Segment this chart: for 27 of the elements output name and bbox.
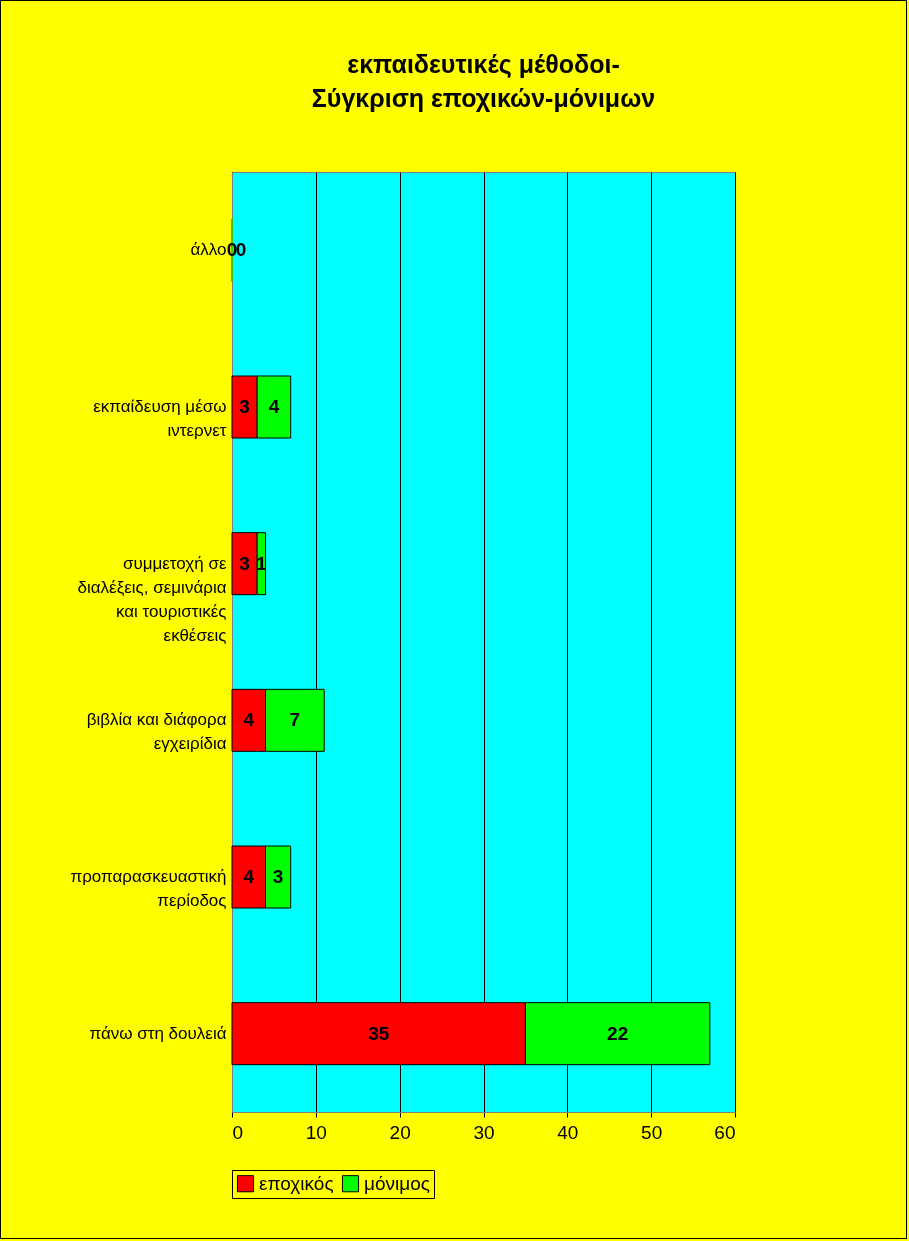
data-label: 0 — [235, 239, 247, 261]
y-tick-label: προπαρασκευαστική περίοδος — [70, 867, 227, 910]
x-tick-label: 10 — [305, 1121, 327, 1143]
legend-label: εποχικός — [259, 1172, 334, 1194]
x-tick-label: 40 — [557, 1121, 579, 1143]
y-tick-label: εκπαίδευση μέσω ιντερνετ — [93, 397, 227, 440]
data-label: 3 — [239, 552, 250, 574]
chart-title: εκπαιδευτικές μέθοδοι- Σύγκριση εποχικών-μόνιμων — [311, 50, 656, 112]
data-label: 7 — [289, 709, 301, 731]
y-tick-label: πάνω στη δουλειά — [89, 1023, 227, 1043]
y-tick-label: άλλο — [190, 240, 227, 260]
legend-label: μόνιμος — [364, 1172, 430, 1194]
data-label: 4 — [268, 396, 280, 417]
y-tick-label: βιβλία και διάφορα εγχειρίδια — [86, 710, 227, 754]
data-label: 22 — [607, 1022, 629, 1044]
data-label: 4 — [243, 709, 255, 731]
x-tick-label: 50 — [641, 1121, 663, 1143]
x-tick-label: 60 — [714, 1121, 736, 1143]
x-tick-label: 0 — [232, 1121, 244, 1143]
y-tick-label: συμμετοχή σε διαλέξεις, σεμινάρια και τουριστικές εκθέσεις — [77, 553, 227, 645]
x-tick-label: 20 — [389, 1121, 411, 1143]
data-label: 3 — [272, 866, 284, 887]
data-label: 3 — [239, 396, 250, 417]
x-tick-label: 30 — [473, 1121, 495, 1143]
data-label: 35 — [368, 1022, 390, 1044]
data-label: 4 — [243, 866, 255, 887]
data-label: 0 — [226, 239, 238, 261]
